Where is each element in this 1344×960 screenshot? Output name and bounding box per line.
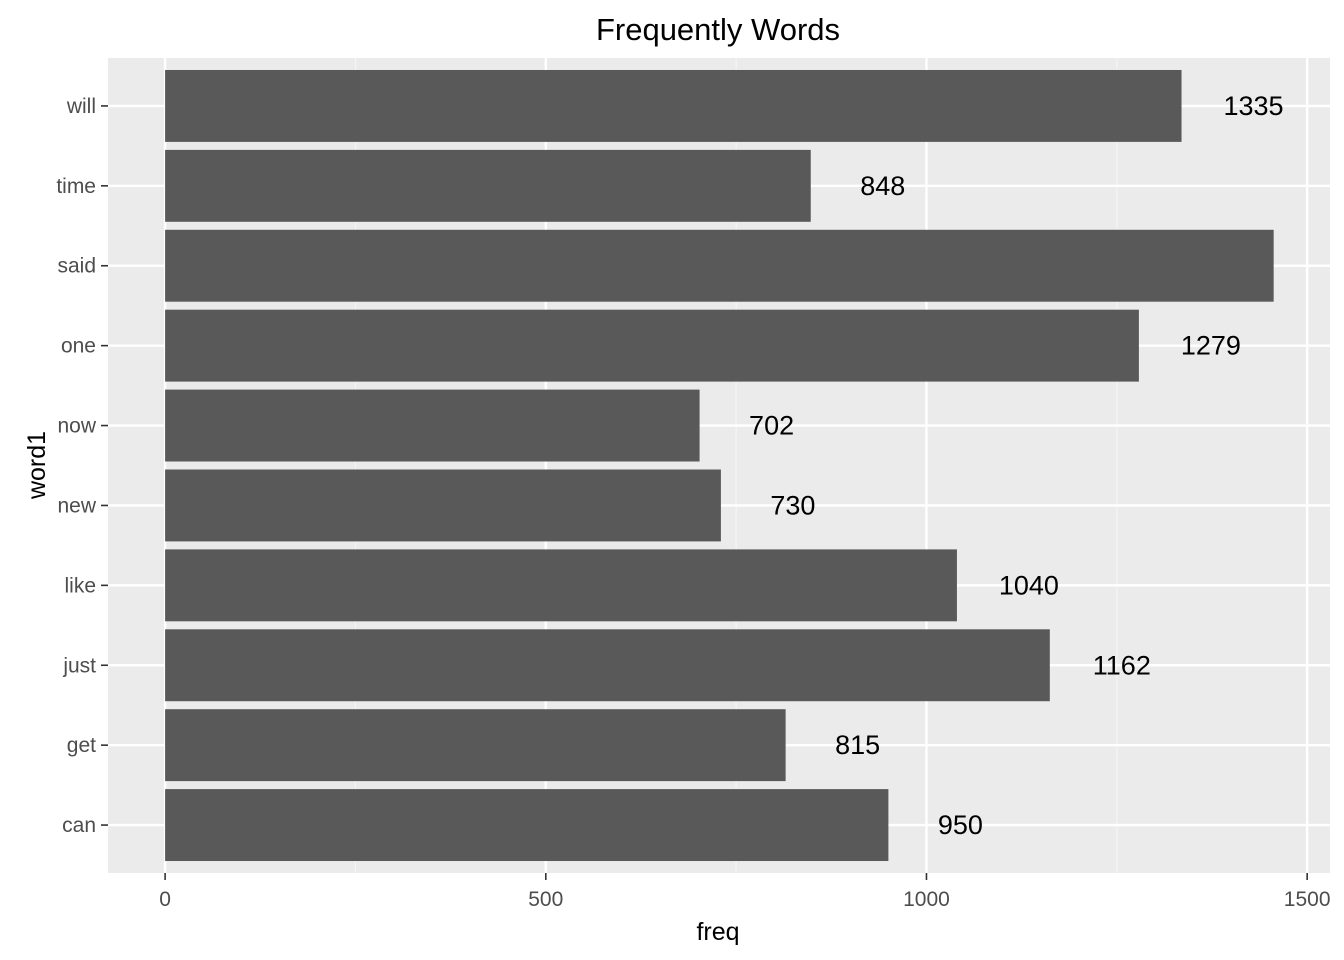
y-tick-label-one: one [61,335,96,358]
x-axis: 0 500 1000 1500 [159,873,1331,911]
x-tick-label: 0 [159,888,171,911]
y-tick-label-said: said [57,255,96,278]
bar-will [165,69,1182,142]
bar-get [165,709,786,782]
bar-like [165,549,957,622]
bar-now [165,389,700,462]
y-tick-label-time: time [56,175,96,198]
data-label-one: 1279 [1181,331,1241,361]
x-tick-label: 500 [528,888,563,911]
data-label-new: 730 [770,490,815,520]
x-axis-title: freq [696,918,739,946]
y-axis: can get just like new now one said time will [56,95,108,837]
y-tick-label-will: will [66,95,96,118]
y-tick-label-new: new [57,494,96,517]
y-tick-label-just: just [62,654,96,677]
bar-said [165,229,1274,302]
data-label-can: 950 [938,810,983,840]
y-tick-label-can: can [62,814,96,837]
y-tick-label-now: now [57,415,96,438]
y-tick-label-get: get [67,734,96,757]
bar-can [165,789,889,862]
data-label-like: 1040 [999,570,1059,600]
bar-just [165,629,1050,702]
data-label-now: 702 [749,411,794,441]
y-tick-label-like: like [64,574,96,597]
bar-new [165,469,721,542]
data-label-just: 1162 [1093,650,1151,680]
data-label-time: 848 [860,171,905,201]
bar-one [165,309,1139,382]
chart-title: Frequently Words [596,12,840,47]
bar-time [165,149,811,222]
bars [165,69,1274,862]
data-label-get: 815 [835,730,880,760]
data-label-will: 1335 [1223,91,1283,121]
x-tick-label: 1500 [1284,888,1331,911]
x-tick-label: 1000 [903,888,950,911]
data-labels: 950 815 1162 1040 730 702 1279 848 1335 [749,91,1284,840]
y-axis-title: word1 [23,431,51,500]
